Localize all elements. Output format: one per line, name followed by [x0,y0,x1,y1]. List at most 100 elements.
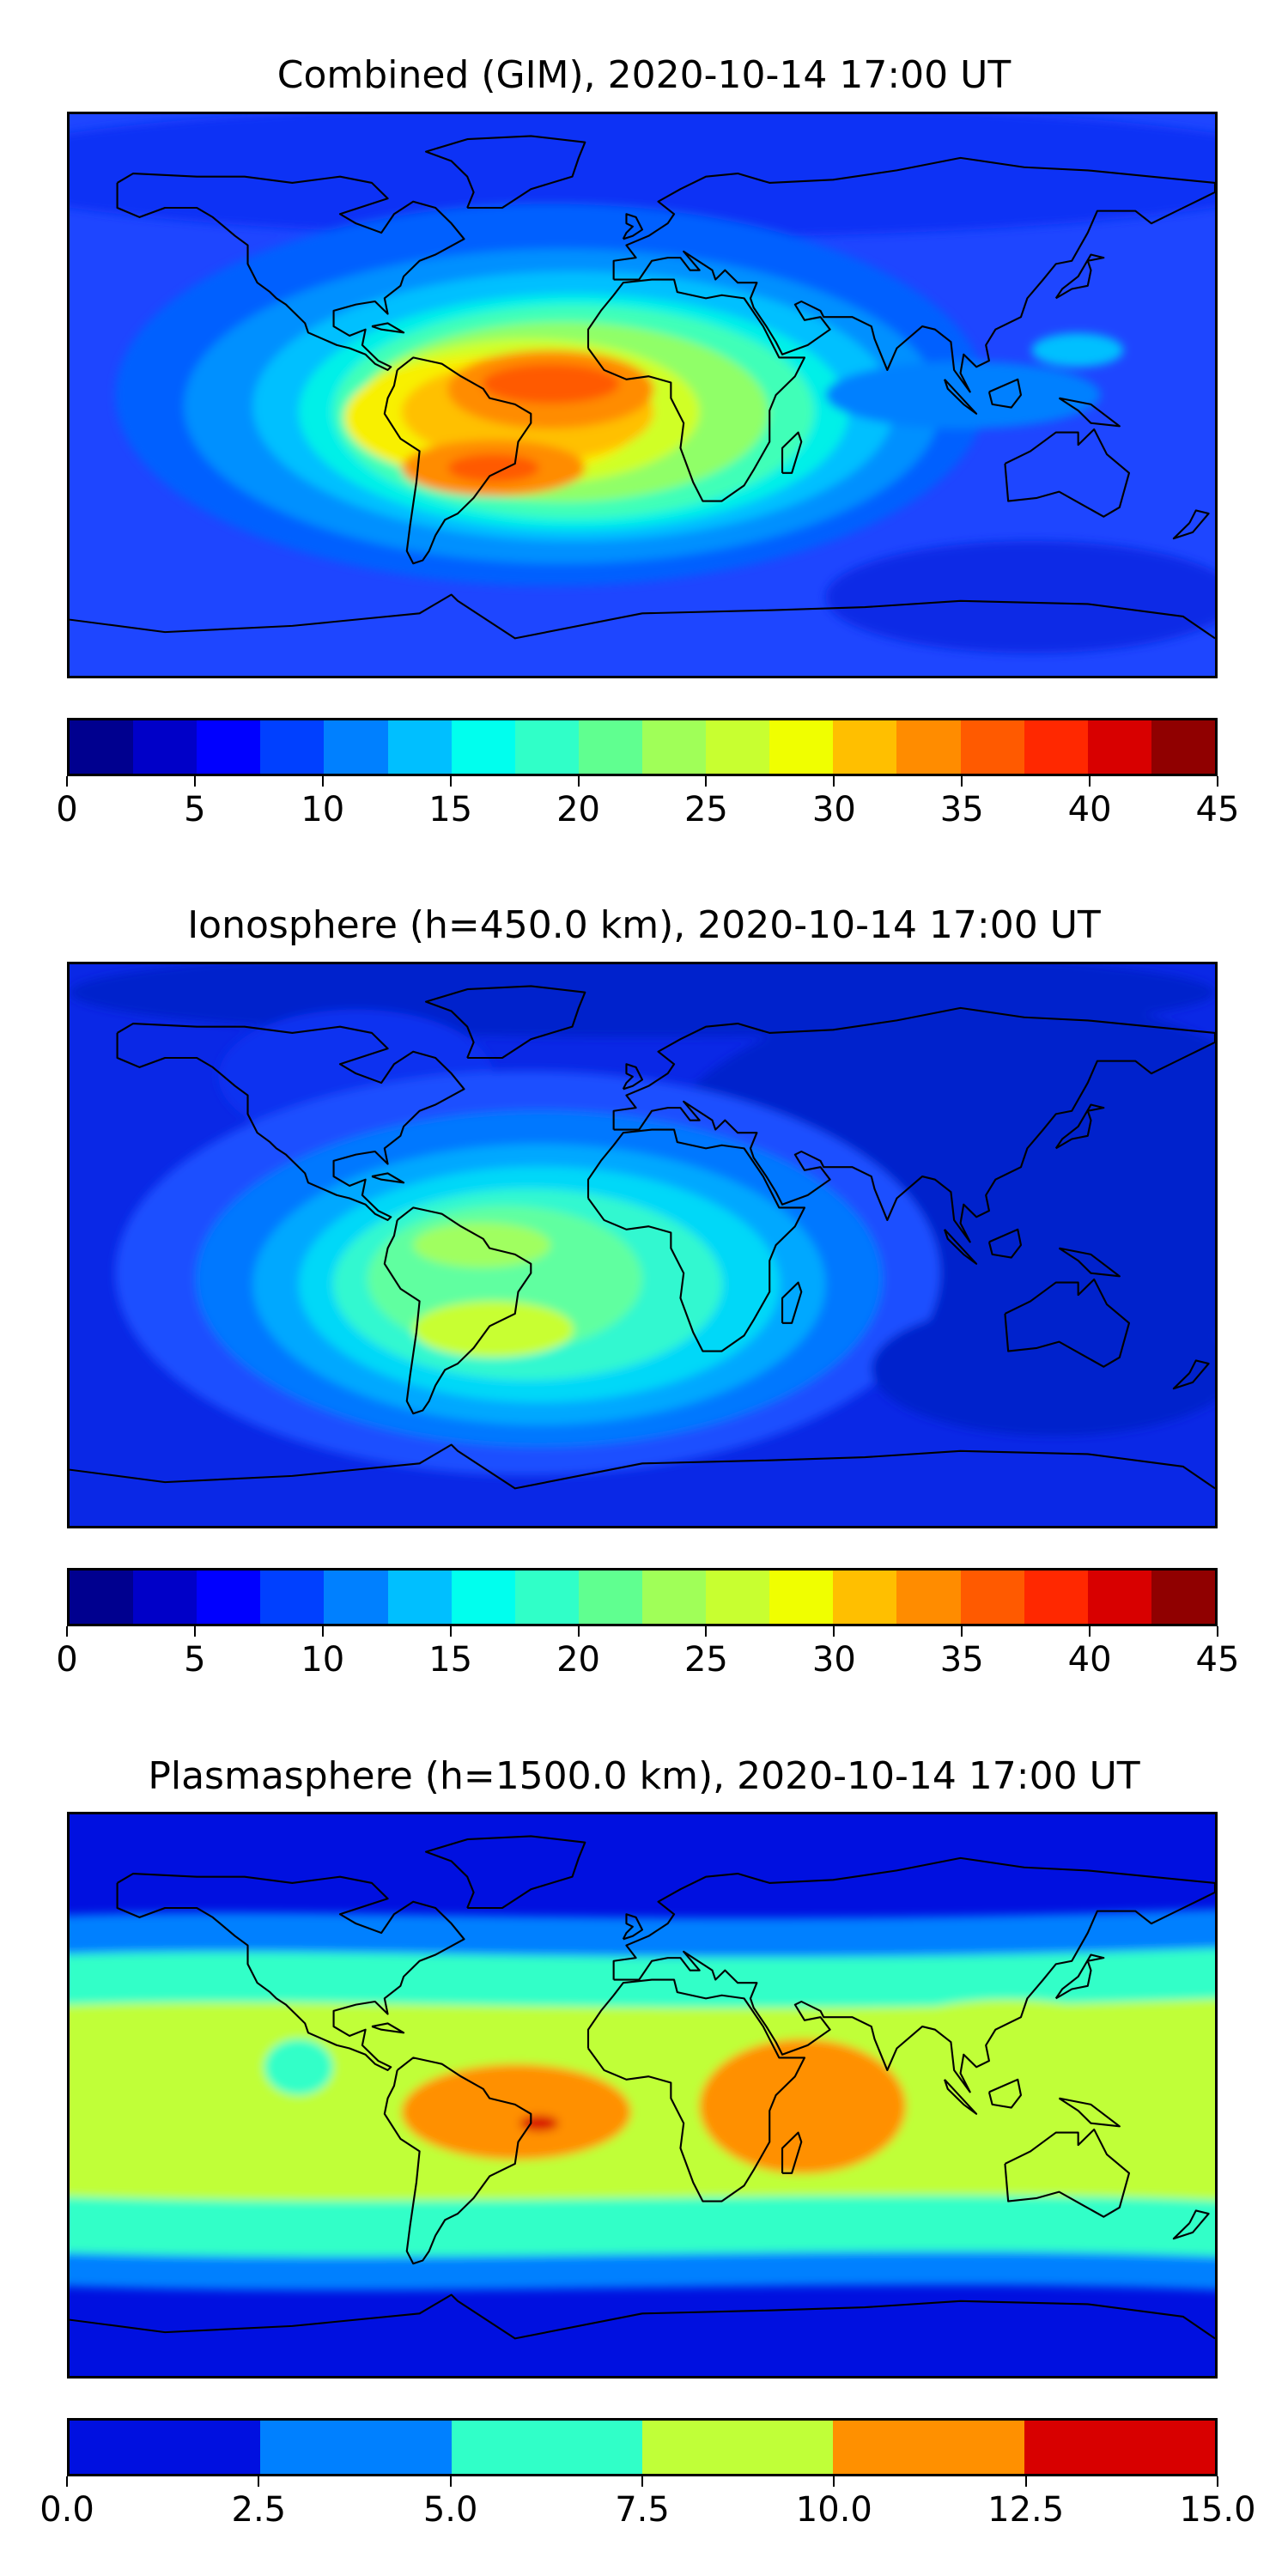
coastline [383,1206,532,1415]
coastline [1058,2097,1121,2128]
coastline [1058,1247,1121,1278]
colorbar-tick-label: 40 [1067,1640,1112,1680]
field-contour [1031,333,1124,368]
coastline [1054,1103,1105,1150]
coastline [622,1063,644,1091]
colorbar-tick-label: 15 [428,1640,473,1680]
colorbar-tick [705,1626,708,1637]
colorbar-segment [641,2421,834,2474]
colorbar-tick [193,776,196,787]
colorbar-segment [769,1571,834,1624]
colorbar-segment [1024,2421,1215,2474]
colorbar-segment [1024,1571,1088,1624]
coastline [371,2022,405,2034]
colorbar-tick-label: 12.5 [987,2490,1065,2530]
colorbar-combined [67,718,1218,776]
colorbar-ticks-plasmasphere: 0.0 2.5 5.0 7.5 10.0 12.5 15.0 [39,2476,1256,2530]
colorbar-tick [449,1626,452,1637]
colorbar-tick [961,776,963,787]
colorbar-tick-label: 20 [556,1640,600,1680]
colorbar-segment [960,720,1024,774]
colorbar-tick [1089,776,1091,787]
coastline [116,1872,465,2071]
colorbar-tick-label: 10 [301,790,345,829]
map-field-combined [70,114,1215,676]
colorbar-tick [449,776,452,787]
colorbar-tick-label: 5.0 [422,2490,478,2530]
colorbar-segment [1151,720,1215,774]
colorbar-tick [321,776,324,787]
colorbar-segment [70,1571,134,1624]
colorbar-tick-label: 35 [939,1640,984,1680]
coastline [612,1006,1215,1243]
field-contour [871,1301,1215,1437]
coastline [424,985,586,1060]
colorbar-segment [833,1571,897,1624]
colorbar-tick-label: 5 [184,1640,206,1680]
colorbar-segment [197,1571,261,1624]
colorbar-tick-label: 7.5 [615,2490,670,2530]
coastline [383,356,532,565]
coastline [1172,2209,1210,2240]
coastline [116,1022,465,1221]
colorbar-segment [451,1571,515,1624]
colorbar-tick-label: 0 [56,790,78,829]
colorbar-segment [324,720,388,774]
colorbar-segment [133,1571,197,1624]
colorbar-tick [1217,776,1218,787]
coastline [1172,509,1210,540]
map-combined [67,112,1218,678]
colorbar-segment [387,1571,452,1624]
field-contour [70,114,1215,238]
field-contour [848,1999,1170,2123]
colorbar-segment [896,720,961,774]
colorbar-segment [1151,1571,1215,1624]
colorbar-ionosphere [67,1568,1218,1626]
colorbar-segment [960,1571,1024,1624]
colorbar-tick [705,776,708,787]
colorbar-tick [577,776,580,787]
colorbar-segment [833,2421,1024,2474]
field-contour [825,361,1101,429]
panel-title-plasmasphere: Plasmasphere (h=1500.0 km), 2020-10-14 1… [148,1754,1140,1798]
colorbar-tick-label: 20 [556,790,600,829]
colorbar-tick [66,1626,68,1637]
colorbar-tick-label: 10 [301,1640,345,1680]
colorbar-tick-label: 0.0 [39,2490,94,2530]
colorbar-segment [706,1571,770,1624]
coastline [70,593,1215,640]
colorbar-tick-label: 45 [1195,1640,1240,1680]
colorbar-segment [1087,1571,1151,1624]
colorbar-segment [260,2421,452,2474]
colorbar-segment [706,720,770,774]
coastline [1058,397,1121,428]
field-contour [264,2038,333,2095]
colorbar-tick-label: 45 [1195,790,1240,829]
colorbar-tick-label: 30 [811,790,856,829]
colorbar-segment [133,720,197,774]
coastline [586,278,806,502]
coastline [1054,253,1105,300]
colorbar-tick [193,1626,196,1637]
colorbar-tick [1089,1626,1091,1637]
field-contour [447,453,539,483]
colorbar-tick-label: 40 [1067,790,1112,829]
coastline [586,1978,806,2202]
colorbar-segment [578,1571,642,1624]
colorbar-tick-label: 15 [428,790,473,829]
colorbar-tick [258,2476,260,2487]
field-contour [519,2115,559,2131]
map-plasmasphere [67,1812,1218,2379]
colorbar-tick-label: 10.0 [795,2490,872,2530]
colorbar-segment [260,1571,325,1624]
colorbar-segment [451,2421,642,2474]
colorbar-tick-label: 15.0 [1179,2490,1256,2530]
field-contour [401,2064,631,2160]
colorbar-segment [769,720,834,774]
coastline [1004,428,1131,518]
coastline [424,1835,586,1910]
coastline [371,322,405,334]
colorbar-segment [641,1571,707,1624]
colorbar-tick [833,2476,835,2487]
coastline [944,1229,978,1265]
